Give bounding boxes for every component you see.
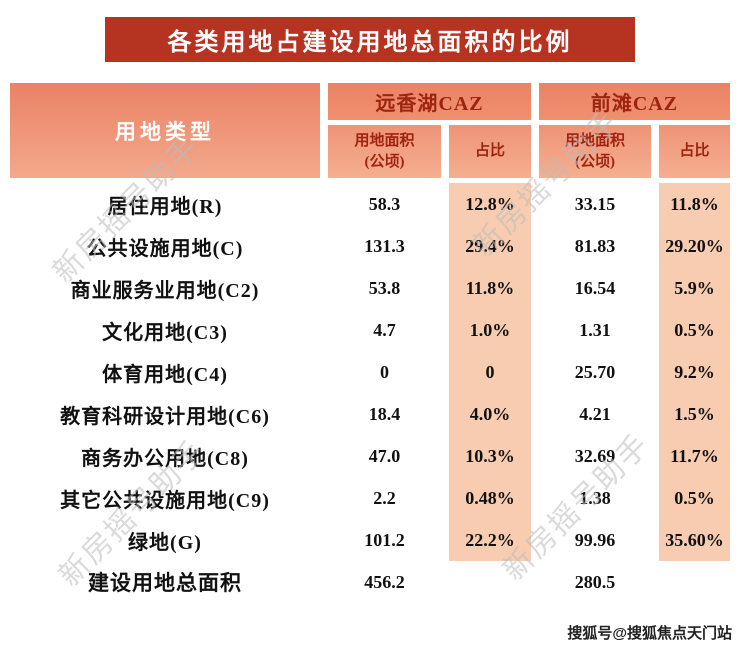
ratio-value: 0.5% [659,309,730,351]
total-area-value: 456.2 [364,571,405,592]
group-header-yuanxianghu-caz: 远香湖CAZ [328,83,531,120]
area-value: 131.3 [364,235,405,256]
subheader-area-1: 用地面积 (公顷) [328,125,441,178]
area-value: 25.70 [574,361,616,382]
ratio-value: 1.0% [449,309,531,351]
ratio-value: 4.0% [449,393,531,435]
total-ratio-blank [659,561,730,603]
area-value: 16.54 [574,277,616,298]
total-row-label: 建设用地总面积 [88,571,242,595]
ratio-value: 35.60% [659,519,730,561]
land-use-table: 用地类型 远香湖CAZ 前滩CAZ 用地面积 (公顷) 占比 用地面积 (公顷)… [10,83,730,603]
area-value: 47.0 [368,445,401,466]
row-label: 公共设施用地(C) [86,237,244,260]
ratio-value: 11.8% [449,267,531,309]
area-value: 4.7 [373,319,396,340]
row-label: 体育用地(C4) [102,363,228,386]
ratio-value: 11.8% [659,183,730,225]
area-value: 0 [380,361,389,382]
row-label: 绿地(G) [128,531,202,554]
ratio-value: 22.2% [449,519,531,561]
area-value: 18.4 [368,403,401,424]
group-header-qiantan-caz: 前滩CAZ [539,83,730,120]
ratio-value: 1.5% [659,393,730,435]
subheader-area-2: 用地面积 (公顷) [539,125,651,178]
row-label: 居住用地(R) [107,195,223,218]
table-body: 居住用地(R) 58.3 12.8% 33.15 11.8% 公共设施用地(C)… [10,183,730,603]
area-value: 4.21 [579,403,611,424]
area-value: 53.8 [368,277,401,298]
ratio-value: 0 [449,351,531,393]
area-value: 2.2 [373,487,396,508]
area-value: 1.38 [579,487,611,508]
area-value: 58.3 [368,193,401,214]
area-value: 32.69 [574,445,616,466]
ratio-value: 11.7% [659,435,730,477]
area-value: 99.96 [574,529,616,550]
total-area-value: 280.5 [574,571,616,592]
subheader-ratio-2: 占比 [659,125,730,178]
total-ratio-blank [449,561,531,603]
ratio-value: 29.20% [659,225,730,267]
page-title: 各类用地占建设用地总面积的比例 [105,17,635,62]
table-header: 用地类型 远香湖CAZ 前滩CAZ 用地面积 (公顷) 占比 用地面积 (公顷)… [10,83,730,178]
subheader-ratio-1: 占比 [449,125,531,178]
area-value: 81.83 [574,235,616,256]
area-value: 33.15 [574,193,616,214]
ratio-value: 9.2% [659,351,730,393]
row-label: 文化用地(C3) [102,321,228,344]
ratio-value: 12.8% [449,183,531,225]
area-value: 1.31 [579,319,611,340]
row-label: 其它公共设施用地(C9) [60,489,270,512]
row-label: 教育科研设计用地(C6) [60,405,270,428]
ratio-value: 10.3% [449,435,531,477]
source-credit: 搜狐号@搜狐焦点天门站 [567,625,732,642]
corner-header-land-type: 用地类型 [10,83,320,178]
ratio-value: 0.5% [659,477,730,519]
ratio-value: 0.48% [449,477,531,519]
row-label: 商业服务业用地(C2) [70,279,260,302]
row-label: 商务办公用地(C8) [81,447,249,470]
ratio-value: 29.4% [449,225,531,267]
ratio-value: 5.9% [659,267,730,309]
area-value: 101.2 [364,529,405,550]
